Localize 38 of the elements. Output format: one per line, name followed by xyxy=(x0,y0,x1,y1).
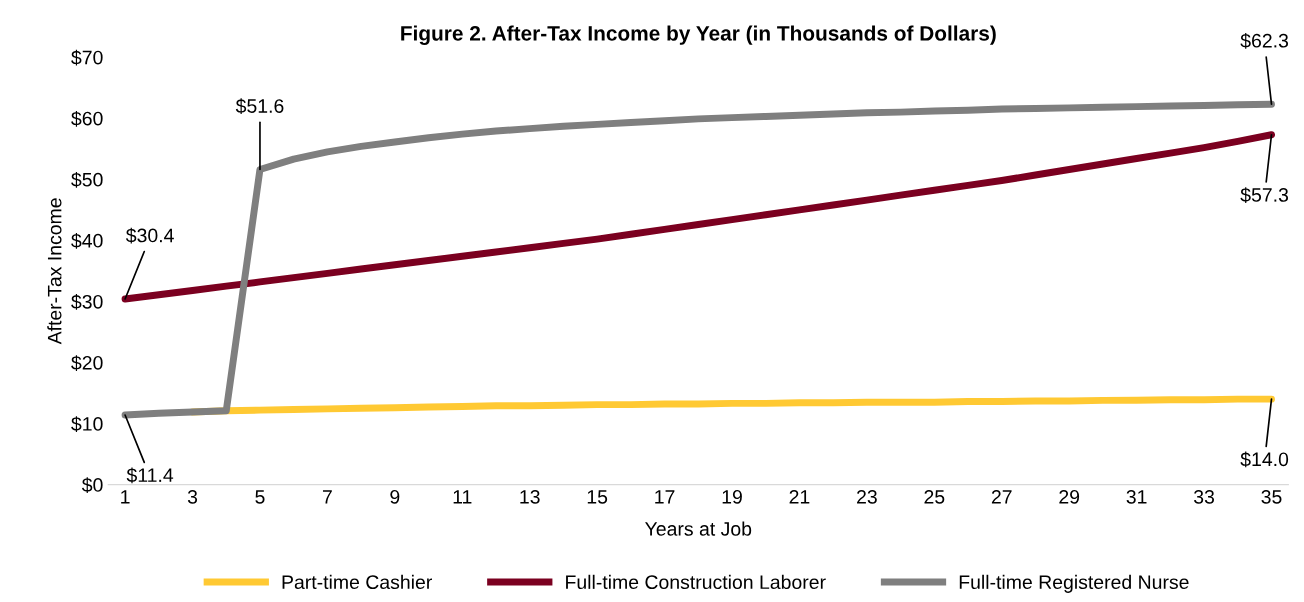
data-label: $57.3 xyxy=(1240,187,1289,203)
y-tick-label: $60 xyxy=(71,110,103,127)
x-tick-label: 3 xyxy=(187,489,198,504)
x-tick-label: 17 xyxy=(655,490,675,504)
legend-label: Part-time Cashier xyxy=(282,574,432,590)
legend-label: Full-time Registered Nurse xyxy=(959,574,1189,593)
y-tick-label: $0 xyxy=(81,477,103,493)
x-tick-label: 13 xyxy=(520,489,540,504)
y-tick-label: $70 xyxy=(71,49,103,66)
x-tick-label: 15 xyxy=(587,490,608,504)
x-tick-label: 7 xyxy=(322,490,332,504)
x-tick-label: 11 xyxy=(453,490,472,504)
x-tick-label: 19 xyxy=(722,489,742,504)
x-tick-label: 27 xyxy=(991,489,1012,504)
x-tick-label: 35 xyxy=(1261,489,1282,504)
data-label: $14.0 xyxy=(1240,451,1289,468)
x-tick-label: 31 xyxy=(1126,489,1147,504)
y-tick-label: $30 xyxy=(71,294,103,310)
y-tick-label: $20 xyxy=(71,355,103,371)
x-tick-label: 1 xyxy=(121,490,130,504)
x-tick-label: 25 xyxy=(924,489,945,504)
data-label: $11.4 xyxy=(126,467,174,484)
y-axis-title: After-Tax Income xyxy=(47,198,62,345)
x-tick-label: 5 xyxy=(255,490,265,504)
x-axis-title: Years at Job xyxy=(645,521,752,536)
x-tick-label: 29 xyxy=(1059,489,1080,504)
data-label: $62.3 xyxy=(1240,33,1289,49)
legend-label: Full-time Construction Laborer xyxy=(566,574,826,590)
y-tick-label: $40 xyxy=(71,233,103,249)
x-tick-label: 23 xyxy=(857,489,877,504)
x-tick-label: 33 xyxy=(1193,489,1215,504)
y-tick-label: $50 xyxy=(71,171,103,188)
data-label: $51.6 xyxy=(235,98,284,115)
y-tick-label: $10 xyxy=(71,416,103,432)
x-tick-label: 21 xyxy=(789,489,810,504)
data-label: $30.4 xyxy=(125,227,174,244)
chart-title: Figure 2. After-Tax Income by Year (in Thousands of Dollars) xyxy=(401,25,996,45)
x-tick-label: 9 xyxy=(390,489,400,504)
